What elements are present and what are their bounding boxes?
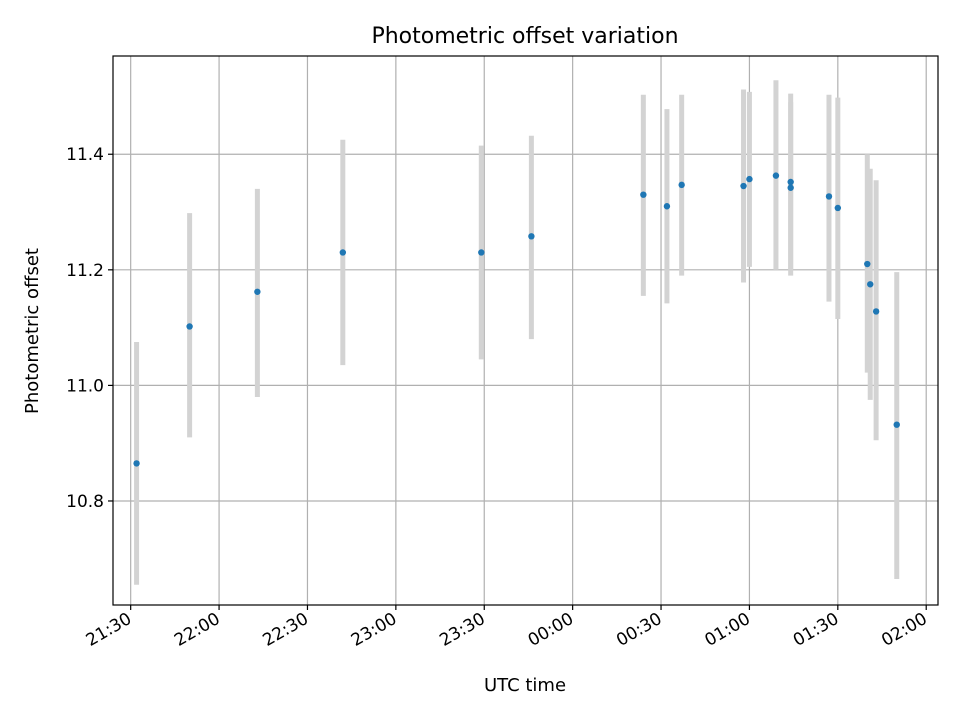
data-point bbox=[867, 281, 874, 288]
data-point bbox=[663, 203, 671, 210]
data-point bbox=[893, 421, 900, 428]
y-axis-label: Photometric offset bbox=[22, 248, 43, 414]
y-tick-label: 11.4 bbox=[66, 145, 104, 165]
y-tick-label: 10.8 bbox=[66, 492, 104, 512]
data-point bbox=[339, 249, 347, 256]
data-point bbox=[864, 260, 871, 268]
y-tick-label: 11.0 bbox=[66, 376, 104, 396]
data-point bbox=[254, 288, 261, 295]
chart-title: Photometric offset variation bbox=[371, 24, 678, 49]
data-point bbox=[528, 233, 535, 240]
plot-frame bbox=[112, 55, 939, 606]
y-tick-label: 11.2 bbox=[66, 261, 104, 281]
data-point bbox=[186, 323, 193, 330]
data-point bbox=[787, 184, 794, 191]
data-point bbox=[872, 308, 880, 315]
y-axis-ticks: 10.8 11.0 11.2 11.4 bbox=[66, 145, 113, 512]
data-point bbox=[787, 178, 794, 186]
data-point bbox=[825, 193, 833, 200]
data-point bbox=[772, 172, 780, 179]
data-point bbox=[740, 182, 747, 190]
data-point bbox=[678, 181, 685, 189]
data-point bbox=[133, 460, 140, 467]
data-point bbox=[478, 249, 485, 256]
data-point bbox=[640, 191, 647, 198]
data-point bbox=[834, 204, 842, 212]
data-markers bbox=[133, 172, 900, 467]
x-axis-label: UTC time bbox=[484, 675, 566, 696]
data-point bbox=[746, 175, 753, 183]
